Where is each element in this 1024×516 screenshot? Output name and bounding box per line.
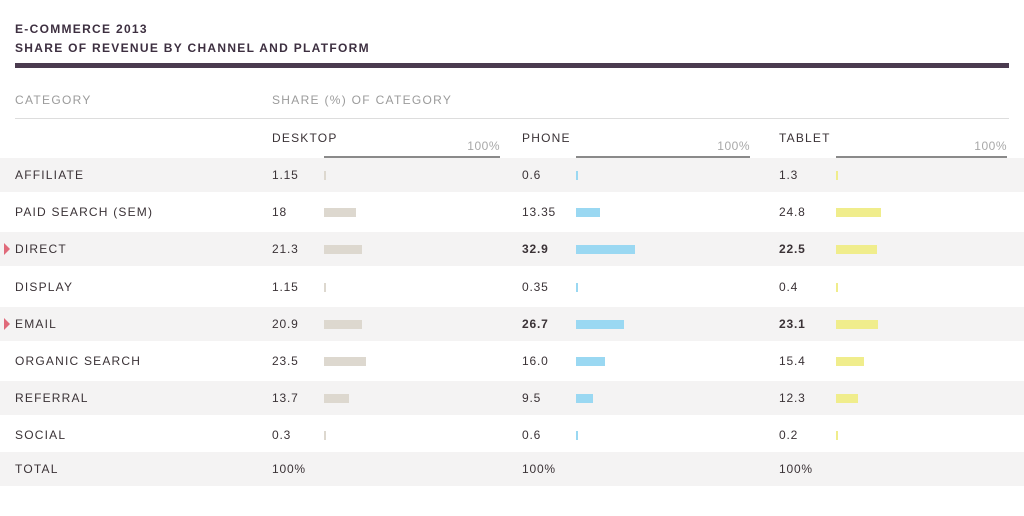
scale-rule-tablet [836,156,1007,158]
value-label-desktop: 20.9 [272,316,299,331]
bar-desktop [324,245,363,255]
table-row: SOCIAL 0.3 0.6 0.2 [0,418,1024,452]
scale-rule-phone [576,156,750,158]
bar-desktop [324,208,357,218]
value-label-desktop: 1.15 [272,168,299,182]
bar-tablet [836,394,859,404]
table-row: ORGANIC SEARCH 23.5 16.0 15.4 [0,344,1024,378]
table-row: DIRECT 21.3 32.9 22.5 [0,232,1024,267]
bar-phone [576,357,605,366]
value-label-desktop: 13.7 [272,391,299,406]
category-label: ORGANIC SEARCH [15,354,142,368]
category-label: DIRECT [15,242,67,257]
bar-tablet [836,319,878,329]
category-label: REFERRAL [15,391,89,406]
bar-tablet [836,431,838,441]
bar-phone [576,394,594,404]
bar-desktop [324,431,326,441]
bar-desktop [324,319,362,329]
header-divider [15,118,1009,119]
bar-desktop [324,282,327,292]
total-row: TOTAL 100% 100% 100% [0,451,1024,486]
bar-tablet [836,357,864,366]
share-column-header: SHARE (%) OF CATEGORY [272,93,453,107]
platform-header-tablet: TABLET [779,131,831,145]
value-label-phone: 9.5 [522,391,542,406]
bar-phone [576,245,636,255]
table-row: REFERRAL 13.7 9.5 12.3 [0,381,1024,416]
value-label-phone: 13.35 [522,205,557,220]
value-label-tablet: 0.4 [779,279,799,294]
highlight-marker-icon [4,317,10,330]
bar-phone [576,431,578,441]
value-label-desktop: 21.3 [272,242,299,257]
bar-desktop [324,394,349,404]
highlight-marker-icon [4,243,10,256]
value-label-desktop: 0.3 [272,428,292,443]
value-label-phone: 0.6 [522,168,542,182]
chart-title: E-COMMERCE 2013 [15,22,148,36]
total-value-tablet: 100% [779,461,813,476]
value-label-tablet: 12.3 [779,391,806,406]
title-divider [15,63,1009,68]
bar-tablet [836,282,838,292]
scale-label-desktop: 100% [467,139,500,153]
category-label: SOCIAL [15,428,67,443]
value-label-tablet: 1.3 [779,168,799,182]
value-label-tablet: 15.4 [779,354,806,368]
platform-header-desktop: DESKTOP [272,131,338,145]
bar-tablet [836,245,877,255]
table-row: DISPLAY 1.15 0.35 0.4 [0,270,1024,304]
category-label: AFFILIATE [15,168,85,182]
value-label-phone: 16.0 [522,354,549,368]
value-label-phone: 32.9 [522,242,549,257]
total-value-phone: 100% [522,461,556,476]
table-row: AFFILIATE 1.15 0.6 1.3 [0,158,1024,192]
total-value-desktop: 100% [272,461,306,476]
table-row: PAID SEARCH (SEM) 18 13.35 24.8 [0,195,1024,229]
value-label-tablet: 24.8 [779,205,806,220]
bar-phone [576,208,601,218]
bar-tablet [836,171,839,180]
table-row: EMAIL 20.9 26.7 23.1 [0,306,1024,341]
scale-label-phone: 100% [717,139,750,153]
chart-subtitle: SHARE OF REVENUE BY CHANNEL AND PLATFORM [15,41,370,55]
bar-desktop [324,171,327,180]
category-label: PAID SEARCH (SEM) [15,205,154,220]
bar-tablet [836,208,881,218]
value-label-phone: 0.35 [522,279,549,294]
scale-rule-desktop [324,156,500,158]
chart-title-block: E-COMMERCE 2013 SHARE OF REVENUE BY CHAN… [15,20,370,58]
bar-desktop [324,357,367,366]
value-label-phone: 0.6 [522,428,542,443]
category-label: EMAIL [15,316,58,331]
value-label-tablet: 22.5 [779,242,806,257]
value-label-desktop: 23.5 [272,354,299,368]
bar-phone [576,171,578,180]
value-label-tablet: 23.1 [779,316,806,331]
platform-header-phone: PHONE [522,131,571,145]
scale-label-tablet: 100% [974,139,1007,153]
value-label-phone: 26.7 [522,316,549,331]
value-label-desktop: 1.15 [272,279,299,294]
total-label: TOTAL [15,461,59,476]
value-label-desktop: 18 [272,205,287,220]
category-label: DISPLAY [15,279,74,294]
bar-phone [576,282,578,292]
value-label-tablet: 0.2 [779,428,799,443]
category-column-header: CATEGORY [15,93,92,107]
bar-phone [576,319,625,329]
